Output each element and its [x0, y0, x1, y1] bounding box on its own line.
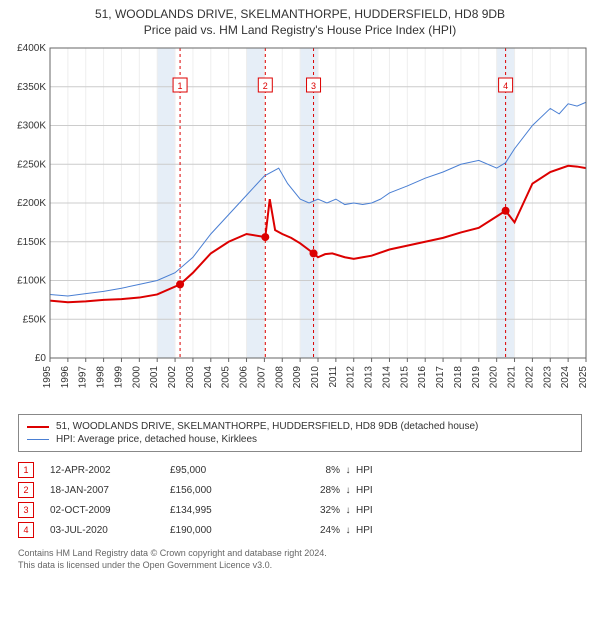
transaction-marker: 3	[18, 502, 34, 518]
title-line-1: 51, WOODLANDS DRIVE, SKELMANTHORPE, HUDD…	[10, 6, 590, 22]
transaction-row: 2 18-JAN-2007£156,00028%↓HPI	[18, 480, 582, 500]
transaction-marker: 2	[18, 482, 34, 498]
svg-text:2020: 2020	[489, 366, 500, 389]
transaction-row: 1 12-APR-2002£95,0008%↓HPI	[18, 460, 582, 480]
svg-text:£400K: £400K	[17, 43, 46, 54]
svg-text:2004: 2004	[203, 366, 214, 389]
legend-swatch	[27, 426, 49, 428]
transaction-diff: 28%	[270, 485, 340, 496]
svg-text:2006: 2006	[239, 366, 250, 389]
svg-text:1998: 1998	[96, 366, 107, 389]
svg-text:2005: 2005	[221, 366, 232, 389]
svg-text:2016: 2016	[417, 366, 428, 389]
svg-text:2012: 2012	[346, 366, 357, 389]
svg-text:1: 1	[178, 81, 183, 91]
price-chart: 1 2 3 4 £0 £50K £100K £150K £200K £250K £300K £350K…	[10, 42, 590, 402]
transaction-date: 03-JUL-2020	[50, 525, 170, 536]
svg-text:3: 3	[311, 81, 316, 91]
transaction-diff: 24%	[270, 525, 340, 536]
transaction-date: 02-OCT-2009	[50, 505, 170, 516]
transaction-marker: 4	[18, 522, 34, 538]
svg-text:2024: 2024	[560, 366, 571, 389]
transaction-row: 3 02-OCT-2009£134,99532%↓HPI	[18, 500, 582, 520]
footer-line-1: Contains HM Land Registry data © Crown c…	[18, 548, 582, 560]
svg-text:2000: 2000	[131, 366, 142, 389]
legend-label: HPI: Average price, detached house, Kirk…	[56, 434, 257, 445]
svg-text:2013: 2013	[364, 366, 375, 389]
down-arrow-icon: ↓	[340, 485, 356, 496]
transaction-row: 4 03-JUL-2020£190,00024%↓HPI	[18, 520, 582, 540]
transactions-table: 112-APR-2002£95,0008%↓HPI218-JAN-2007£15…	[18, 460, 582, 540]
svg-text:1995: 1995	[42, 366, 53, 389]
transaction-hpi-label: HPI	[356, 525, 396, 536]
svg-text:2014: 2014	[381, 366, 392, 389]
svg-text:2018: 2018	[453, 366, 464, 389]
svg-text:£300K: £300K	[17, 121, 46, 132]
title-line-2: Price paid vs. HM Land Registry's House …	[10, 22, 590, 38]
svg-text:2008: 2008	[274, 366, 285, 389]
svg-text:2022: 2022	[524, 366, 535, 389]
legend-swatch	[27, 439, 49, 440]
svg-text:2009: 2009	[292, 366, 303, 389]
svg-text:2001: 2001	[149, 366, 160, 389]
transaction-price: £95,000	[170, 465, 270, 476]
svg-text:£200K: £200K	[17, 198, 46, 209]
transaction-price: £134,995	[170, 505, 270, 516]
svg-text:2017: 2017	[435, 366, 446, 389]
transaction-hpi-label: HPI	[356, 505, 396, 516]
footer-line-2: This data is licensed under the Open Gov…	[18, 560, 582, 572]
svg-text:2003: 2003	[185, 366, 196, 389]
down-arrow-icon: ↓	[340, 505, 356, 516]
transaction-hpi-label: HPI	[356, 465, 396, 476]
legend-item: HPI: Average price, detached house, Kirk…	[27, 433, 573, 446]
legend-label: 51, WOODLANDS DRIVE, SKELMANTHORPE, HUDD…	[56, 421, 478, 432]
transaction-marker: 1	[18, 462, 34, 478]
svg-text:2015: 2015	[399, 366, 410, 389]
svg-text:£0: £0	[35, 353, 47, 364]
svg-text:2011: 2011	[328, 366, 339, 388]
down-arrow-icon: ↓	[340, 525, 356, 536]
legend: 51, WOODLANDS DRIVE, SKELMANTHORPE, HUDD…	[18, 414, 582, 452]
transaction-price: £190,000	[170, 525, 270, 536]
transaction-date: 18-JAN-2007	[50, 485, 170, 496]
transaction-price: £156,000	[170, 485, 270, 496]
svg-text:1999: 1999	[113, 366, 124, 389]
svg-text:£150K: £150K	[17, 237, 46, 248]
svg-text:2: 2	[263, 81, 268, 91]
svg-text:2010: 2010	[310, 366, 321, 389]
svg-text:2021: 2021	[507, 366, 518, 389]
svg-text:£250K: £250K	[17, 160, 46, 171]
svg-text:2019: 2019	[471, 366, 482, 389]
chart-title: 51, WOODLANDS DRIVE, SKELMANTHORPE, HUDD…	[10, 6, 590, 38]
transaction-hpi-label: HPI	[356, 485, 396, 496]
svg-text:4: 4	[503, 81, 508, 91]
svg-text:£100K: £100K	[17, 276, 46, 287]
transaction-date: 12-APR-2002	[50, 465, 170, 476]
svg-text:2023: 2023	[542, 366, 553, 389]
svg-text:2002: 2002	[167, 366, 178, 389]
svg-text:1996: 1996	[60, 366, 71, 389]
transaction-diff: 32%	[270, 505, 340, 516]
legend-item: 51, WOODLANDS DRIVE, SKELMANTHORPE, HUDD…	[27, 420, 573, 433]
down-arrow-icon: ↓	[340, 465, 356, 476]
footer: Contains HM Land Registry data © Crown c…	[18, 548, 582, 571]
svg-text:£350K: £350K	[17, 82, 46, 93]
svg-text:2025: 2025	[578, 366, 589, 389]
svg-text:£50K: £50K	[23, 315, 47, 326]
transaction-diff: 8%	[270, 465, 340, 476]
svg-text:1997: 1997	[78, 366, 89, 389]
svg-text:2007: 2007	[256, 366, 267, 389]
